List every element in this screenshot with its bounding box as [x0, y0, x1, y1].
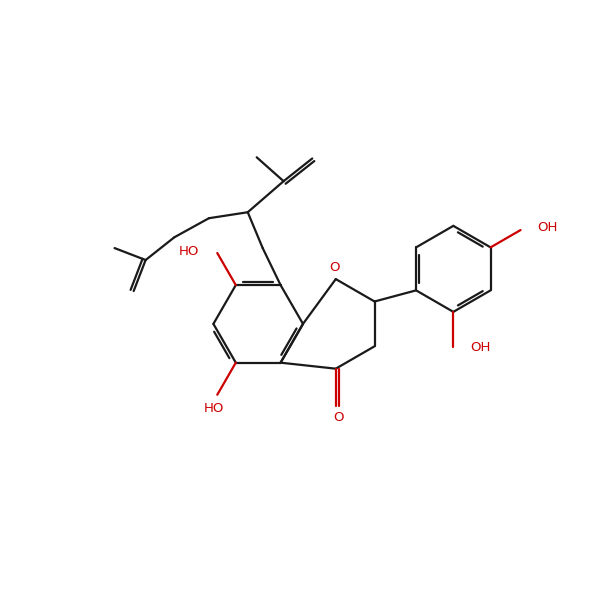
Text: HO: HO: [204, 402, 224, 415]
Text: OH: OH: [470, 341, 490, 354]
Text: HO: HO: [179, 245, 199, 258]
Text: O: O: [329, 260, 340, 274]
Text: O: O: [333, 410, 343, 424]
Text: OH: OH: [537, 221, 557, 234]
